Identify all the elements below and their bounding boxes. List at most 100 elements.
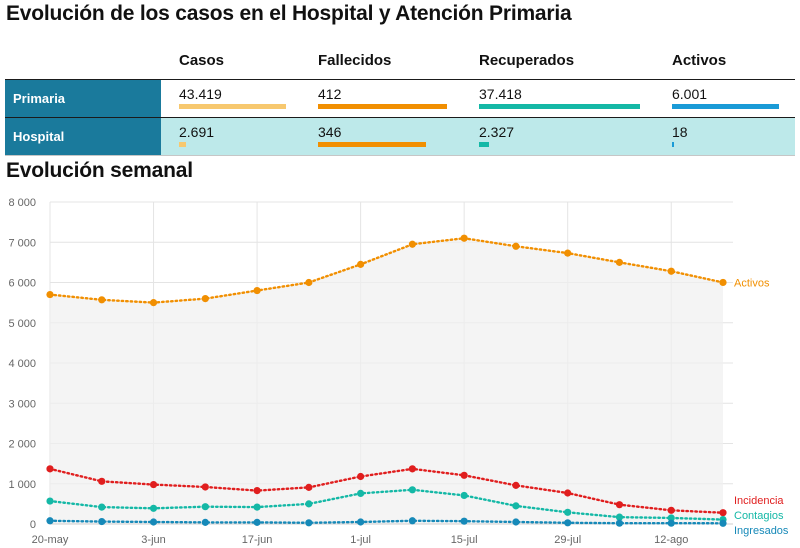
data-point	[408, 486, 416, 494]
x-tick-label: 17-jun	[242, 534, 273, 546]
data-point	[305, 278, 313, 287]
data-point	[667, 267, 675, 275]
x-tick-label: 1-jul	[350, 534, 371, 546]
data-point	[512, 518, 520, 526]
data-point	[201, 518, 209, 526]
cell-value: 2.691	[179, 124, 215, 140]
data-point	[408, 465, 416, 473]
series-line	[48, 237, 725, 304]
summary-table: Casos Fallecidos Recuperados Activos Pri…	[5, 44, 795, 156]
table-header: Casos Fallecidos Recuperados Activos	[5, 44, 795, 79]
data-point	[201, 295, 209, 303]
page-title: Evolución de los casos en el Hospital y …	[6, 2, 572, 25]
table-row-hospital: Hospital 2.691 346 2.327 18	[5, 117, 795, 155]
row-label: Primaria	[5, 80, 161, 117]
data-point	[253, 286, 261, 295]
value-bar	[318, 104, 447, 109]
y-tick-label: 1 000	[8, 479, 36, 491]
table-row-primaria: Primaria 43.419 412 37.418 6.001	[5, 79, 795, 117]
data-point	[512, 242, 520, 250]
data-point	[357, 518, 365, 526]
series-line	[48, 488, 725, 521]
data-point	[719, 278, 727, 287]
series-label: Contagios	[734, 510, 784, 522]
data-point	[615, 501, 624, 509]
data-point	[305, 500, 313, 508]
data-point	[46, 497, 54, 505]
line-chart: 0 1 000 2 000 3 000 4 000 5 000 6 000 7 000 8 00…	[8, 197, 789, 546]
data-point	[357, 260, 365, 268]
data-point	[667, 514, 675, 522]
data-point	[512, 502, 520, 510]
cell-value: 2.327	[479, 124, 515, 140]
data-point	[615, 258, 624, 266]
data-point	[149, 480, 158, 489]
value-bar	[179, 104, 286, 109]
y-tick-label: 5 000	[8, 318, 36, 330]
data-point	[460, 517, 468, 525]
row-label: Hospital	[5, 118, 161, 155]
column-header-fallecidos: Fallecidos	[318, 52, 392, 69]
data-point	[305, 483, 313, 491]
data-point	[98, 477, 106, 485]
data-point	[46, 517, 54, 525]
cell-value: 18	[672, 124, 688, 140]
series-label: Ingresados	[734, 525, 789, 537]
data-point	[46, 465, 54, 473]
series-line	[48, 519, 725, 525]
table-divider	[5, 155, 795, 156]
data-point	[615, 513, 624, 521]
y-tick-label: 6 000	[8, 278, 36, 290]
value-bar	[318, 142, 427, 147]
data-point	[98, 503, 106, 511]
x-tick-label: 20-may	[32, 534, 69, 546]
data-point	[201, 503, 209, 511]
data-point	[667, 506, 675, 514]
value-bar	[179, 142, 186, 147]
value-bar	[479, 142, 489, 147]
y-tick-label: 7 000	[8, 237, 36, 249]
y-tick-label: 8 000	[8, 197, 36, 209]
data-point	[149, 299, 158, 307]
data-point	[512, 481, 520, 489]
data-point	[149, 504, 158, 512]
data-point	[201, 483, 209, 491]
x-tick-label: 15-jul	[451, 534, 478, 546]
y-tick-label: 4 000	[8, 358, 36, 370]
data-point	[357, 472, 365, 481]
data-point	[564, 249, 572, 257]
data-point	[564, 489, 572, 497]
y-tick-label: 2 000	[8, 439, 36, 451]
data-point	[408, 517, 416, 525]
data-point	[253, 486, 261, 495]
data-point	[460, 491, 468, 500]
data-point	[564, 508, 572, 516]
data-point	[719, 509, 727, 517]
data-point	[253, 518, 261, 526]
chart-title: Evolución semanal	[6, 159, 193, 182]
column-header-activos: Activos	[672, 52, 727, 69]
value-bar	[672, 142, 674, 147]
column-header-recuperados: Recuperados	[479, 52, 575, 69]
data-point	[460, 471, 468, 479]
data-point	[460, 234, 468, 242]
x-tick-label: 29-jul	[554, 534, 581, 546]
cell-value: 37.418	[479, 86, 522, 102]
data-point	[615, 519, 624, 527]
series-label: Activos	[734, 277, 770, 289]
data-point	[98, 296, 106, 304]
value-bar	[672, 104, 779, 109]
data-point	[305, 519, 313, 527]
y-tick-label: 0	[30, 519, 36, 531]
cell-value: 412	[318, 86, 342, 102]
y-tick-label: 3 000	[8, 398, 36, 410]
series-line	[48, 467, 725, 514]
cell-value: 6.001	[672, 86, 708, 102]
series-label: Incidencia	[734, 495, 784, 507]
data-point	[667, 519, 675, 527]
data-point	[719, 519, 727, 527]
data-point	[149, 518, 158, 526]
data-point	[253, 503, 261, 511]
data-point	[46, 290, 54, 299]
data-point	[564, 519, 572, 527]
